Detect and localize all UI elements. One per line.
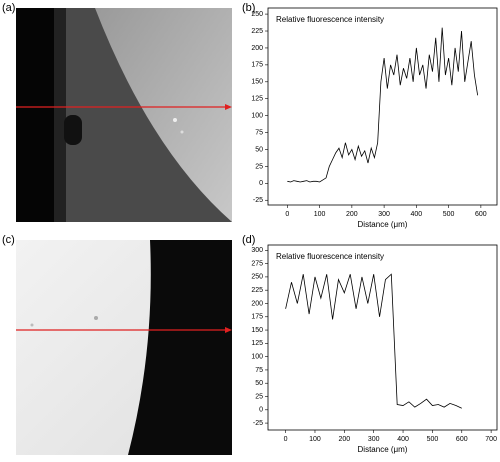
y-tick-label: -25	[253, 197, 263, 204]
x-axis-label: Distance (μm)	[358, 445, 408, 454]
x-tick-label: 200	[338, 436, 350, 443]
chart-title: Relative fluorescence intensity	[276, 15, 384, 24]
plot-frame	[267, 244, 498, 431]
x-tick-label: 100	[309, 436, 321, 443]
x-axis-label: Distance (μm)	[358, 220, 408, 229]
x-tick-label: 600	[475, 211, 487, 218]
x-tick-label: 300	[368, 436, 380, 443]
x-tick-label: 400	[397, 436, 409, 443]
y-tick-label: 75	[255, 367, 263, 374]
y-tick-label: 50	[255, 146, 263, 153]
x-tick-label: 200	[346, 211, 358, 218]
x-tick-label: 0	[285, 211, 289, 218]
y-tick-label: 225	[251, 287, 263, 294]
x-tick-label: 700	[485, 436, 497, 443]
x-tick-label: 100	[314, 211, 326, 218]
y-tick-label: 300	[251, 247, 263, 254]
chart-title: Relative fluorescence intensity	[276, 252, 384, 261]
y-tick-label: -25	[253, 420, 263, 427]
y-tick-label: 200	[251, 300, 263, 307]
data-line	[285, 273, 462, 409]
y-tick-label: 125	[251, 96, 263, 103]
panel-label: (c)	[2, 234, 15, 246]
y-tick-label: 25	[255, 163, 263, 170]
y-tick-label: 225	[251, 28, 263, 35]
x-tick-label: 600	[456, 436, 468, 443]
y-tick-label: 50	[255, 380, 263, 387]
y-tick-label: 250	[251, 11, 263, 18]
y-tick-label: 0	[259, 180, 263, 187]
data-line	[287, 27, 479, 183]
y-tick-label: 175	[251, 62, 263, 69]
y-tick-label: 175	[251, 314, 263, 321]
y-tick-label: 150	[251, 79, 263, 86]
y-tick-label: 0	[259, 407, 263, 414]
image-a	[16, 8, 232, 222]
y-tick-label: 75	[255, 129, 263, 136]
y-tick-label: 150	[251, 327, 263, 334]
y-tick-label: 250	[251, 274, 263, 281]
panel-label: (a)	[2, 2, 15, 14]
y-tick-label: 25	[255, 393, 263, 400]
plot-frame	[267, 7, 498, 206]
y-tick-label: 100	[251, 112, 263, 119]
x-tick-label: 300	[378, 211, 390, 218]
panel-label: (b)	[242, 2, 255, 14]
image-c	[16, 240, 232, 455]
x-tick-label: 400	[411, 211, 423, 218]
panel-label: (d)	[242, 234, 255, 246]
x-tick-label: 500	[427, 436, 439, 443]
y-tick-label: 100	[251, 353, 263, 360]
x-tick-label: 500	[443, 211, 455, 218]
y-tick-label: 200	[251, 45, 263, 52]
y-tick-label: 125	[251, 340, 263, 347]
y-tick-label: 275	[251, 260, 263, 267]
x-tick-label: 0	[284, 436, 288, 443]
